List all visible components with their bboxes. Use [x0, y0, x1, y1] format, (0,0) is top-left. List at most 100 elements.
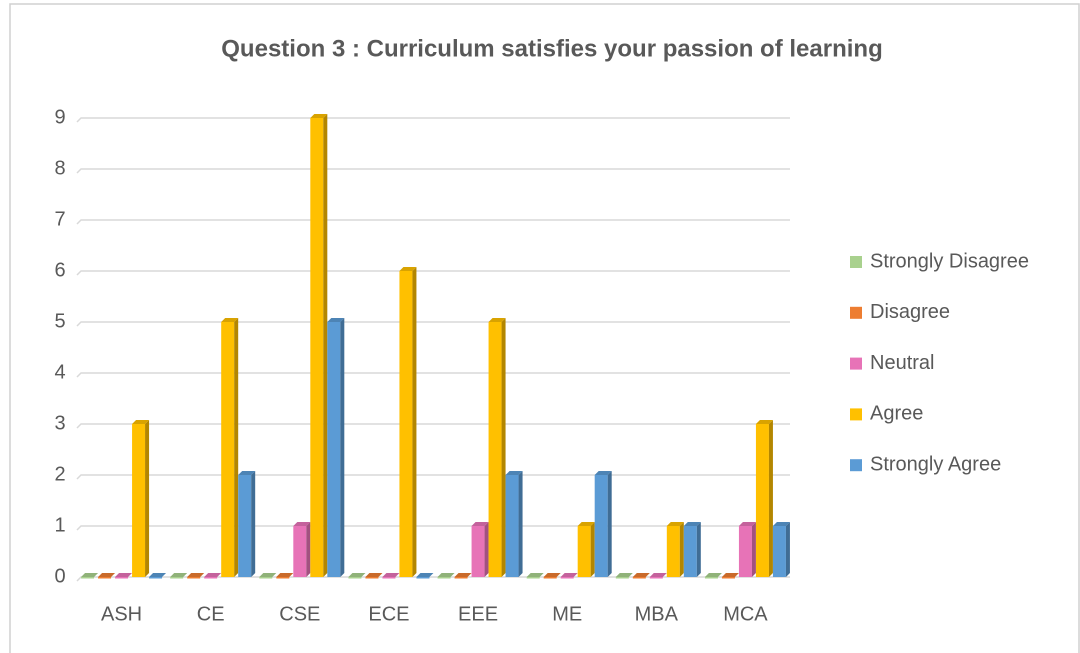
- legend-swatch: [850, 256, 862, 268]
- bar-top: [327, 318, 345, 322]
- bar: [399, 267, 417, 577]
- bar-side: [412, 267, 417, 577]
- y-tick-label: 4: [54, 361, 65, 383]
- grid-line: [76, 423, 790, 429]
- bar-front: [170, 577, 184, 579]
- bar-top: [721, 573, 739, 577]
- bar: [738, 522, 756, 577]
- bar-top: [526, 573, 544, 577]
- bar-front: [259, 577, 273, 579]
- bar: [615, 573, 633, 579]
- bar-side: [340, 318, 345, 577]
- bar-front: [293, 526, 307, 577]
- bar-top: [437, 573, 455, 577]
- bar-front: [416, 577, 430, 579]
- bar: [238, 471, 256, 577]
- bar: [204, 573, 222, 579]
- bar-front: [348, 577, 362, 579]
- bar-side: [768, 420, 773, 577]
- bar-top: [649, 573, 667, 577]
- bar-top: [755, 420, 773, 424]
- bar-top: [293, 522, 311, 526]
- bar: [560, 573, 578, 579]
- x-tick-label: CSE: [279, 603, 320, 625]
- bar-side: [306, 522, 311, 577]
- bar-front: [382, 577, 396, 579]
- bar-front: [721, 577, 735, 579]
- bar-front: [310, 118, 324, 577]
- bar-front: [221, 322, 235, 577]
- y-tick-label: 7: [54, 208, 65, 230]
- legend-label: Strongly Agree: [870, 453, 1001, 475]
- y-tick-label: 2: [54, 463, 65, 485]
- bar-front: [526, 577, 540, 579]
- bar-top: [187, 573, 205, 577]
- bar: [632, 573, 650, 579]
- bar-front: [98, 577, 112, 579]
- bar-top: [149, 573, 167, 577]
- bar-front: [615, 577, 629, 579]
- grid-line: [76, 219, 790, 225]
- bar-side: [484, 522, 489, 577]
- bar-front: [204, 577, 218, 579]
- bar-side: [696, 522, 701, 577]
- bar: [327, 318, 345, 577]
- bar-top: [365, 573, 383, 577]
- bar-front: [738, 526, 752, 577]
- bar: [666, 522, 684, 577]
- grid-line: [76, 372, 790, 378]
- bar-front: [437, 577, 451, 579]
- bar: [187, 573, 205, 579]
- bar-top: [276, 573, 294, 577]
- bar-top: [594, 471, 612, 475]
- bar-front: [276, 577, 290, 579]
- bar-top: [81, 573, 99, 577]
- grid-line: [76, 117, 790, 123]
- bar-side: [785, 522, 790, 577]
- legend-label: Strongly Disagree: [870, 250, 1029, 272]
- y-tick-label: 0: [54, 565, 65, 587]
- bar: [683, 522, 701, 577]
- bar-side: [518, 471, 523, 577]
- bar-front: [238, 475, 252, 577]
- bar-side: [501, 318, 506, 577]
- x-tick-label: ME: [552, 603, 582, 625]
- bar: [293, 522, 311, 577]
- bar: [543, 573, 561, 579]
- legend-swatch: [850, 306, 862, 319]
- bar-front: [560, 577, 574, 579]
- bar-top: [683, 522, 701, 526]
- grid-line: [76, 168, 790, 174]
- grid-line: [76, 321, 790, 327]
- bar-side: [590, 522, 595, 577]
- bar-front: [365, 577, 379, 579]
- y-tick-label: 9: [54, 106, 65, 128]
- legend-swatch: [850, 408, 862, 421]
- bar: [526, 573, 544, 579]
- x-tick-label: MBA: [635, 603, 679, 625]
- bar-front: [632, 577, 646, 579]
- bar-front: [327, 322, 341, 577]
- bar-top: [577, 522, 595, 526]
- bar: [488, 318, 506, 577]
- grid-line: [76, 474, 790, 480]
- bar-top: [543, 573, 561, 577]
- bar-front: [115, 577, 129, 579]
- bar-top: [238, 471, 256, 475]
- bar-front: [683, 526, 697, 577]
- bar: [454, 573, 472, 579]
- bar: [310, 114, 328, 577]
- bar: [416, 573, 434, 579]
- bar-top: [204, 573, 222, 577]
- bar: [81, 573, 99, 579]
- bar-front: [488, 322, 502, 577]
- bar: [365, 573, 383, 579]
- legend-swatch: [850, 357, 862, 370]
- x-tick-label: ASH: [101, 603, 142, 625]
- bar: [348, 573, 366, 579]
- bar-side: [145, 420, 150, 577]
- bar: [772, 522, 790, 577]
- bar-top: [666, 522, 684, 526]
- bar: [170, 573, 188, 579]
